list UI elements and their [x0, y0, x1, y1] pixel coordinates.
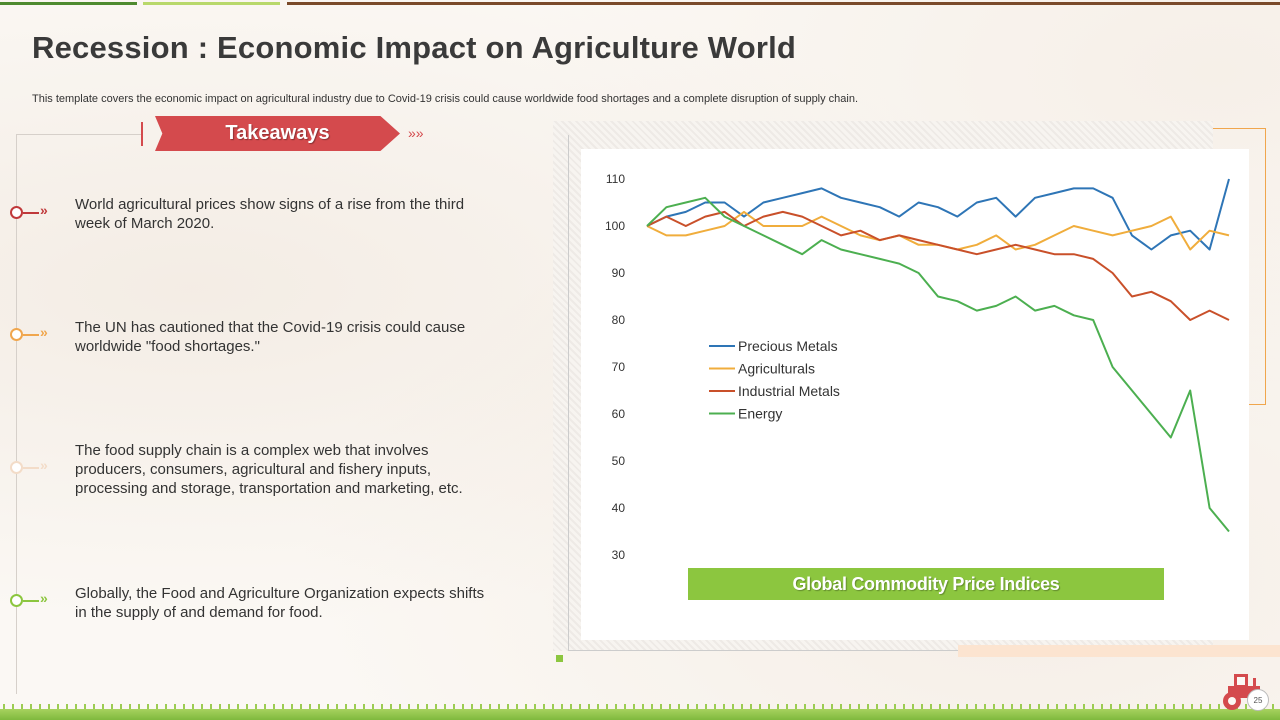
chart-frame-left: [568, 135, 569, 650]
y-axis-ticks: 30 40 50 60 70 80 90 100 110: [605, 172, 625, 562]
bullet-marker-4: »: [10, 590, 70, 608]
takeaways-label: Takeaways: [225, 122, 330, 144]
grass-decoration: [0, 704, 1280, 710]
ring-icon: [10, 594, 23, 607]
double-chevron-icon: »: [40, 202, 48, 218]
ring-icon: [10, 328, 23, 341]
bullet-stem: [23, 334, 39, 336]
page-title: Recession : Economic Impact on Agricultu…: [32, 30, 797, 65]
bullet-marker-1: »: [10, 202, 70, 220]
bullet-marker-2: »: [10, 324, 70, 342]
y-tick-label: 100: [605, 219, 625, 233]
page-number: 25: [1247, 689, 1269, 711]
takeaway-text-4: Globally, the Food and Agriculture Organ…: [75, 585, 485, 621]
legend-label: Industrial Metals: [738, 383, 840, 399]
chart-frame-bottom: [568, 650, 1208, 651]
legend-label: Precious Metals: [738, 338, 838, 354]
takeaways-banner: Takeaways: [155, 116, 400, 151]
line-chart: 30 40 50 60 70 80 90 100 110 Precious Metals Agri…: [605, 172, 1230, 562]
top-accent-bar-lime: [143, 2, 280, 5]
takeaway-text-1: World agricultural prices show signs of …: [75, 196, 465, 232]
y-tick-label: 80: [612, 313, 626, 327]
double-chevron-icon: »: [40, 324, 48, 340]
series-line-energy: [646, 196, 1230, 533]
bullet-stem: [23, 600, 39, 602]
top-accent-bar-green: [0, 2, 137, 5]
y-tick-label: 90: [612, 266, 626, 280]
bullet-marker-3: »: [10, 457, 70, 475]
double-chevron-icon: »: [40, 590, 48, 606]
chart-legend: Precious Metals Agriculturals Industrial M…: [709, 338, 840, 422]
grass-strip: [0, 709, 1280, 720]
bullet-stem: [23, 467, 39, 469]
decorative-peach-bar: [958, 645, 1280, 657]
decorative-green-square: [556, 655, 563, 662]
legend-label: Energy: [738, 406, 782, 422]
series-line-precious-metals: [646, 178, 1230, 251]
y-tick-label: 70: [612, 360, 626, 374]
double-chevron-icon: »»: [408, 125, 424, 141]
top-accent-bar-brown: [287, 2, 1280, 5]
takeaway-text-2: The UN has cautioned that the Covid-19 c…: [75, 319, 466, 355]
y-tick-label: 40: [612, 501, 626, 515]
legend-label: Agriculturals: [738, 361, 815, 377]
takeaway-text-3: The food supply chain is a complex web t…: [75, 442, 463, 497]
chart-series: [646, 178, 1230, 533]
y-tick-label: 50: [612, 454, 626, 468]
ring-icon: [10, 206, 23, 219]
timeline-top-line: [16, 134, 142, 135]
chart-card: [581, 149, 1249, 640]
banner-tick: [141, 122, 143, 146]
chart-title-box: Global Commodity Price Indices: [688, 568, 1164, 600]
y-tick-label: 30: [612, 548, 626, 562]
double-chevron-icon: »: [40, 457, 48, 473]
page-subtitle: This template covers the economic impact…: [32, 93, 859, 105]
ring-icon: [10, 461, 23, 474]
timeline-line: [16, 134, 17, 694]
y-tick-label: 60: [612, 407, 626, 421]
chart-title: Global Commodity Price Indices: [792, 573, 1060, 594]
bullet-stem: [23, 212, 39, 214]
y-tick-label: 110: [606, 172, 625, 186]
